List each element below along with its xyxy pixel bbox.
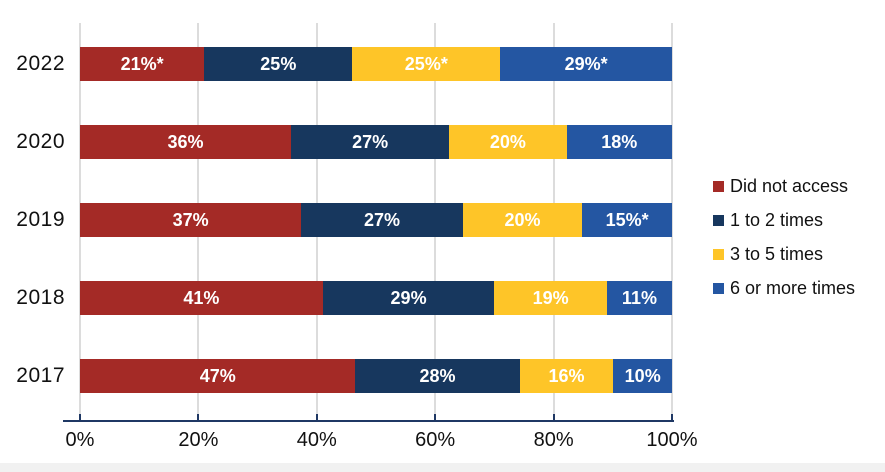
bar-segment-2022-3-to-5-times: 25%* (352, 47, 501, 81)
bar-segment-2017-6-or-more-times: 10% (613, 359, 672, 393)
y-axis-label-2019: 2019 (16, 208, 65, 231)
bar-segment-label: 29%* (564, 54, 608, 74)
legend-swatch-icon (713, 248, 724, 260)
bottom-strip (0, 463, 885, 472)
bar-segment-label: 21%* (120, 54, 164, 74)
x-axis-tick (315, 414, 318, 420)
legend-swatch-icon (713, 180, 724, 192)
x-axis-tick (434, 414, 437, 420)
x-tick-label-80%: 80% (533, 429, 574, 451)
bar-segment-2018-1-to-2-times: 29% (322, 281, 495, 315)
bar-segment-2020-did-not-access: 36% (80, 125, 292, 159)
x-axis-tick (79, 414, 81, 420)
bar-segment-label: 11% (621, 288, 657, 308)
bar-segment-2022-6-or-more-times: 29%* (500, 47, 672, 81)
bar-segment-label: 10% (624, 366, 661, 386)
legend-label: 3 to 5 times (730, 243, 824, 264)
bar-segment-2022-did-not-access: 21%* (80, 47, 205, 81)
bar-row-2022: 21%* 25% 25%* 29%* (80, 47, 672, 81)
x-axis-line (63, 420, 674, 422)
bar-segment-label: 20% (504, 210, 541, 230)
bar-segment-2019-did-not-access: 37% (80, 203, 302, 237)
bar-segment-label: 36% (167, 132, 204, 152)
bar-segment-label: 41% (183, 288, 220, 308)
x-tick-label-0%: 0% (65, 429, 95, 451)
y-axis-label-2022: 2022 (16, 52, 65, 75)
bar-segment-2017-1-to-2-times: 28% (355, 359, 520, 393)
legend-item-1-to-2-times: 1 to 2 times (713, 203, 855, 237)
bar-segment-2020-1-to-2-times: 27% (291, 125, 450, 159)
bar-segment-label: 47% (199, 366, 236, 386)
bar-segment-2017-3-to-5-times: 16% (519, 359, 614, 393)
bar-segment-label: 28% (419, 366, 456, 386)
bar-segment-2019-1-to-2-times: 27% (301, 203, 463, 237)
legend-swatch-icon (713, 282, 724, 294)
bar-segment-2018-6-or-more-times: 11% (606, 281, 673, 315)
legend-label: 6 or more times (730, 277, 856, 298)
bar-segment-label: 16% (548, 366, 585, 386)
bar-segment-2018-3-to-5-times: 19% (494, 281, 607, 315)
x-tick-label-60%: 60% (415, 429, 456, 451)
bar-segment-label: 27% (363, 210, 400, 230)
bar-segment-label: 27% (352, 132, 389, 152)
legend-label: Did not access (730, 175, 849, 196)
bar-row-2020: 36% 27% 20% 18% (80, 125, 672, 159)
legend-swatch-icon (713, 214, 724, 226)
x-tick-label-20%: 20% (178, 429, 219, 451)
bar-row-2018: 41% 29% 19% 11% (80, 281, 673, 315)
bar-segment-label: 37% (172, 210, 209, 230)
bar-segment-label: 25% (260, 54, 297, 74)
bar-segment-label: 20% (489, 132, 526, 152)
legend-item-3-to-5-times: 3 to 5 times (713, 237, 855, 271)
y-axis-label-2017: 2017 (16, 364, 65, 387)
bar-segment-2017-did-not-access: 47% (80, 359, 356, 393)
x-tick-label-100%: 100% (646, 429, 698, 451)
bar-segment-2020-6-or-more-times: 18% (566, 125, 672, 159)
bar-segment-label: 29% (390, 288, 427, 308)
gridline-100% (671, 23, 673, 420)
x-axis-tick (552, 414, 555, 420)
bar-segment-2020-3-to-5-times: 20% (449, 125, 567, 159)
bar-segment-label: 19% (532, 288, 569, 308)
x-axis-tick (197, 414, 200, 420)
bar-segment-label: 18% (601, 132, 638, 152)
legend-item-did-not-access: Did not access (713, 169, 855, 203)
bar-segment-2019-3-to-5-times: 20% (462, 203, 583, 237)
bar-segment-2019-6-or-more-times: 15%* (582, 203, 672, 237)
bar-segment-label: 15%* (605, 210, 649, 230)
x-tick-label-40%: 40% (296, 429, 337, 451)
chart-legend: Did not access 1 to 2 times 3 to 5 times 6 … (713, 169, 855, 305)
bar-segment-2022-1-to-2-times: 25% (204, 47, 353, 81)
bar-segment-2018-did-not-access: 41% (80, 281, 323, 315)
legend-label: 1 to 2 times (730, 209, 824, 230)
y-axis-label-2018: 2018 (16, 286, 65, 309)
bar-segment-label: 25%* (404, 54, 448, 74)
bar-row-2019: 37% 27% 20% 15%* (80, 203, 672, 237)
legend-item-6-or-more-times: 6 or more times (713, 271, 855, 305)
bar-row-2017: 47% 28% 16% 10% (80, 359, 672, 393)
x-axis-tick (671, 414, 673, 420)
y-axis-label-2020: 2020 (16, 130, 65, 153)
